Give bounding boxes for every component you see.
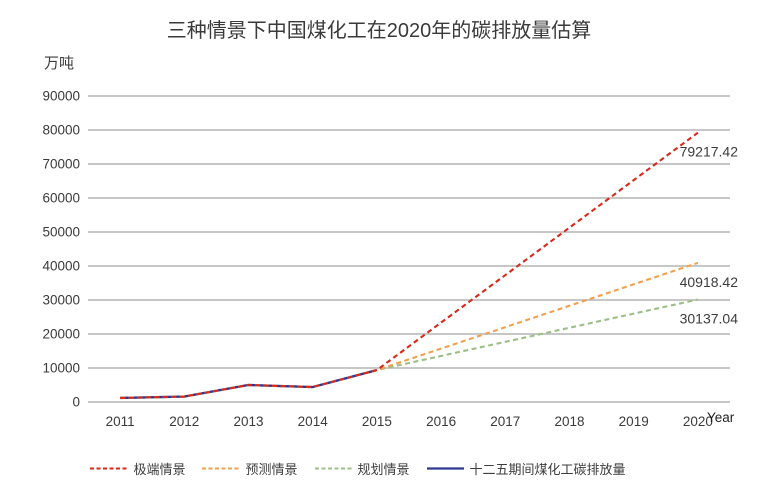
y-axis-tick-label: 10000 <box>42 361 80 376</box>
y-axis-tick-label: 0 <box>72 395 80 410</box>
series-line <box>120 261 699 399</box>
legend-item: 十二五期间煤化工碳排放量 <box>426 459 626 478</box>
data-label: 40918.42 <box>680 274 739 290</box>
series-line <box>120 131 699 399</box>
y-axis-tick-label: 70000 <box>42 157 80 172</box>
series-line <box>120 298 699 399</box>
y-axis-tick-label: 90000 <box>42 89 80 104</box>
x-axis-tick-label: 2012 <box>169 414 199 429</box>
x-axis-tick-label: 2015 <box>362 414 392 429</box>
chart-title: 三种情景下中国煤化工在2020年的碳排放量估算 <box>166 20 592 42</box>
legend-item: 预测情景 <box>202 459 298 478</box>
legend-item: 规划情景 <box>314 459 410 478</box>
x-axis-title: Year <box>707 410 735 425</box>
legend-swatch-line <box>202 467 240 470</box>
x-axis-tick-label: 2017 <box>490 414 520 429</box>
x-axis-tick-label: 2014 <box>298 414 329 429</box>
y-axis-tick-label: 20000 <box>42 327 80 342</box>
y-axis-tick-label: 40000 <box>42 259 80 274</box>
legend-swatch-line <box>90 467 128 470</box>
data-label: 30137.04 <box>680 311 739 327</box>
legend-label: 十二五期间煤化工碳排放量 <box>469 462 626 477</box>
x-axis-tick-label: 2013 <box>233 414 263 429</box>
legend-swatch-line <box>314 467 352 470</box>
x-axis-tick-label: 2011 <box>106 414 135 429</box>
y-axis-unit-label: 万吨 <box>44 55 75 72</box>
y-axis-tick-label: 60000 <box>42 191 80 206</box>
x-axis-tick-label: 2018 <box>554 414 584 429</box>
legend: 极端情景 预测情景 规划情景 十二五期间煤化工碳排放量 <box>0 459 758 478</box>
y-axis-tick-label: 80000 <box>42 123 80 138</box>
legend-swatch-line <box>426 467 464 470</box>
data-label: 79217.42 <box>680 144 739 160</box>
legend-label: 预测情景 <box>245 462 298 477</box>
x-axis-tick-label: 2020 <box>683 414 713 429</box>
x-axis-tick-label: 2019 <box>619 414 649 429</box>
legend-label: 极端情景 <box>133 462 186 477</box>
x-axis-tick-label: 2016 <box>426 414 456 429</box>
legend-item: 极端情景 <box>90 459 185 478</box>
y-axis-tick-label: 30000 <box>42 293 80 308</box>
legend-label: 规划情景 <box>357 462 410 477</box>
y-axis-tick-label: 50000 <box>42 225 80 240</box>
